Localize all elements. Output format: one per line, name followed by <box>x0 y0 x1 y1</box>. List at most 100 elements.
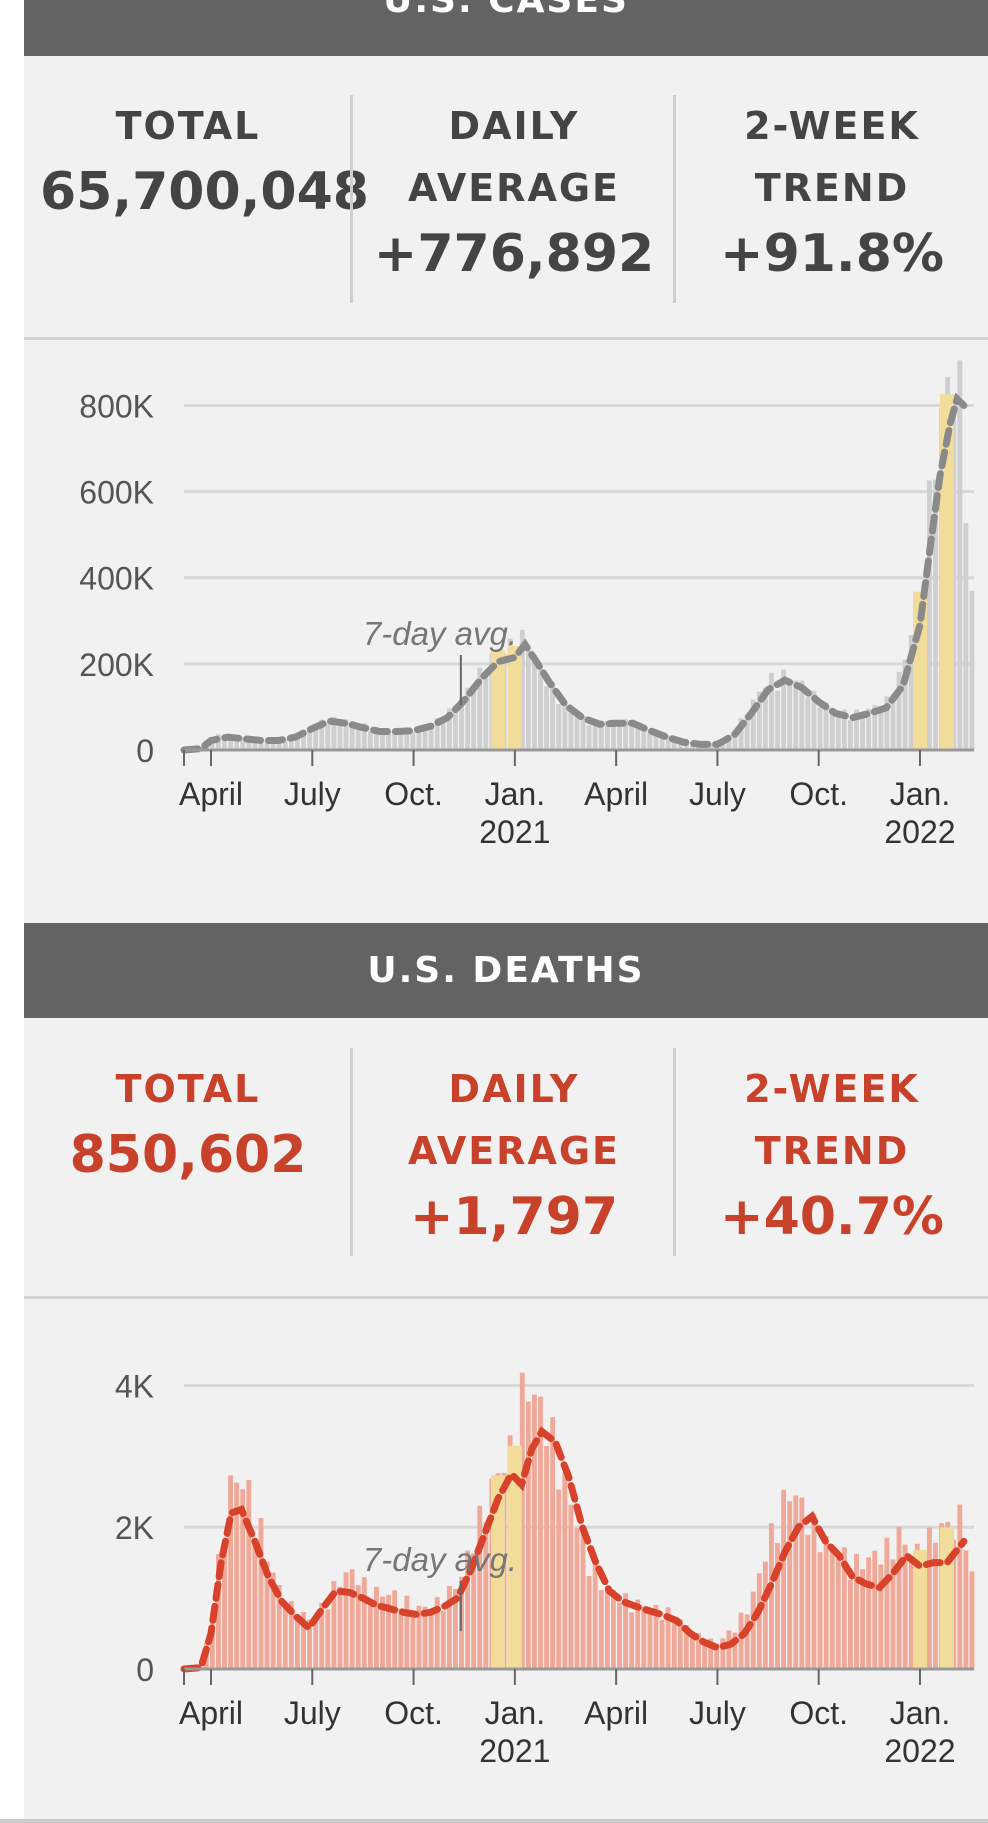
deaths-chart-x-tick-year: 2021 <box>479 1733 550 1769</box>
deaths-chart-bar <box>671 1621 677 1669</box>
cases-chart-bar <box>963 523 969 750</box>
cases-chart-x-tick-label: April <box>584 776 648 812</box>
cases-chart-bar <box>604 720 610 750</box>
deaths-chart-x-tick-label: Oct. <box>789 1695 848 1731</box>
deaths-chart-highlight-bar <box>912 1549 927 1669</box>
cases-chart-bar <box>422 726 428 750</box>
deaths-chart-bar <box>416 1605 422 1669</box>
deaths-chart-bar <box>252 1537 258 1669</box>
cases-stats: TOTAL 65,700,048 DAILY AVERAGE +776,892 … <box>24 95 988 310</box>
cases-chart-bar <box>270 739 276 750</box>
cases-chart-bar <box>446 708 452 750</box>
cases-chart-bar <box>228 734 234 750</box>
cases-chart-bar <box>355 725 361 750</box>
deaths-chart-bar <box>787 1501 793 1669</box>
deaths-divider-2 <box>673 1048 676 1256</box>
deaths-chart-bar <box>683 1625 689 1669</box>
cases-chart-bar <box>884 696 890 750</box>
cases-section: U.S. CASES TOTAL 65,700,048 DAILY AVERAG… <box>24 0 988 905</box>
deaths-chart-bar <box>337 1586 343 1669</box>
cases-chart-bar <box>374 728 379 750</box>
deaths-chart-bar <box>349 1569 355 1669</box>
cases-chart-bar <box>872 705 878 750</box>
cases-chart-bar <box>787 681 793 750</box>
cases-chart-bar <box>756 691 762 750</box>
cases-chart-bar <box>732 733 738 750</box>
deaths-chart-bar <box>313 1617 319 1669</box>
cases-chart-highlight-bar <box>507 645 522 750</box>
cases-chart-avg-line <box>180 392 968 754</box>
deaths-chart-x-tick-label: July <box>689 1695 746 1731</box>
deaths-chart-y-tick-label: 4K <box>115 1368 154 1404</box>
cases-chart-bar <box>817 706 823 750</box>
cases-chart-bar <box>848 720 853 750</box>
cases-chart-bar <box>525 650 531 750</box>
cases-chart-bar <box>562 703 568 750</box>
cases-chart-x-tick-year: 2022 <box>884 814 955 850</box>
cases-chart-bar <box>671 739 677 750</box>
deaths-chart-bar <box>884 1537 890 1669</box>
deaths-chart-bar <box>835 1558 841 1669</box>
cases-chart-bar <box>258 738 264 750</box>
deaths-chart-bar <box>556 1489 562 1669</box>
cases-chart-bar <box>823 702 829 750</box>
deaths-chart-bar <box>726 1630 732 1669</box>
deaths-chart-bar <box>209 1619 215 1669</box>
deaths-chart-bar <box>246 1479 252 1669</box>
deaths-trend-value: +40.7% <box>720 1187 944 1247</box>
cases-chart-y-tick-label: 200K <box>79 647 154 683</box>
deaths-chart-y-tick-label: 2K <box>115 1510 154 1546</box>
cases-chart-bar <box>325 724 331 750</box>
deaths-chart-bar <box>222 1541 227 1669</box>
cases-chart-bar <box>665 735 671 750</box>
cases-header-title: U.S. CASES <box>383 0 629 21</box>
deaths-chart-bar <box>525 1401 531 1669</box>
deaths-chart-highlight-bar <box>507 1445 522 1669</box>
cases-chart-bar <box>404 727 410 750</box>
deaths-section: U.S. DEATHS TOTAL 850,602 DAILY AVERAGE … <box>24 923 988 1823</box>
cases-chart-bar <box>392 728 398 750</box>
deaths-chart-bar <box>471 1553 477 1669</box>
deaths-chart-bar <box>440 1610 446 1669</box>
cases-chart-bar <box>641 727 647 750</box>
cases-chart-bar <box>471 691 477 750</box>
cases-chart-bar <box>927 480 932 750</box>
deaths-trend-label-1: 2-WEEK <box>744 1067 920 1111</box>
deaths-chart-bar <box>325 1609 331 1669</box>
cases-divider-1 <box>350 95 353 303</box>
cases-chart-bar <box>459 698 464 750</box>
deaths-chart-bar <box>696 1633 701 1669</box>
cases-chart-bar <box>762 687 768 750</box>
deaths-chart-highlight-bar <box>939 1527 954 1669</box>
cases-chart-bar <box>902 659 908 750</box>
deaths-chart-bar <box>434 1597 440 1669</box>
cases-chart-bar <box>586 725 592 750</box>
deaths-daily-label-2: AVERAGE <box>407 1129 620 1173</box>
cases-trend: 2-WEEK TREND +91.8% <box>676 95 988 289</box>
deaths-chart-bar <box>793 1495 799 1669</box>
cases-chart-bar <box>969 590 975 750</box>
cases-total-value: 65,700,048 <box>40 162 369 222</box>
cases-chart-bar <box>319 719 325 750</box>
cases-chart-bar <box>240 737 246 750</box>
deaths-chart-bar <box>446 1585 452 1669</box>
cases-divider-2 <box>673 95 676 303</box>
cases-chart-bar <box>896 671 902 750</box>
deaths-chart-bar <box>629 1612 635 1669</box>
deaths-chart-y-tick-label: 0 <box>136 1652 154 1688</box>
deaths-chart-bar <box>398 1608 404 1669</box>
cases-chart-bar <box>580 716 586 750</box>
deaths-stats: TOTAL 850,602 DAILY AVERAGE +1,797 2-WEE… <box>24 1048 988 1273</box>
deaths-chart-bar <box>677 1619 683 1669</box>
deaths-trend: 2-WEEK TREND +40.7% <box>676 1058 988 1252</box>
cases-chart-bar <box>744 715 750 750</box>
cases-chart-bar <box>841 709 847 750</box>
deaths-chart-bar <box>805 1534 811 1669</box>
cases-chart-annotation: 7-day avg. <box>363 615 517 652</box>
cases-chart-bar <box>556 704 562 750</box>
cases-chart-bar <box>677 740 683 750</box>
deaths-chart-bar <box>532 1394 537 1669</box>
cases-chart-bar <box>659 736 665 750</box>
cases-chart-bar <box>246 736 252 750</box>
deaths-chart-bar <box>295 1620 300 1669</box>
